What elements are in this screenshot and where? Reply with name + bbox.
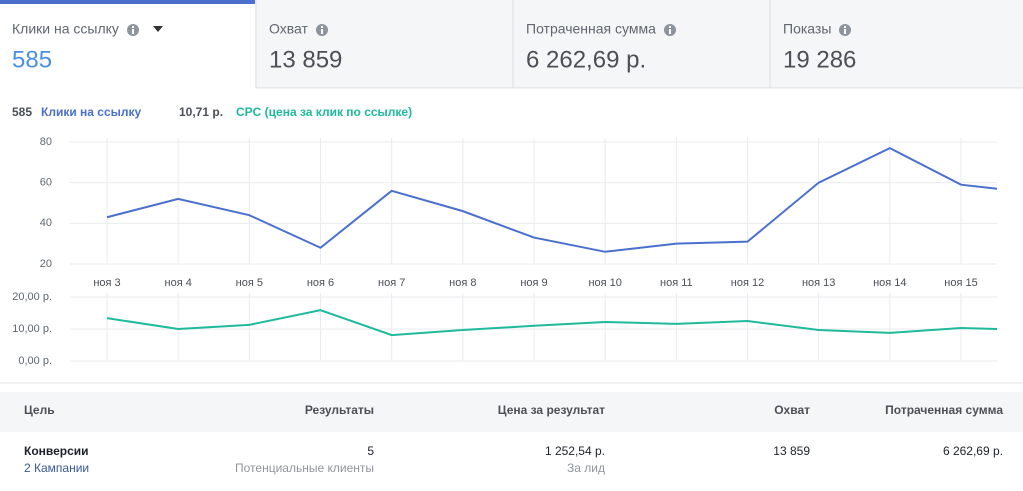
tab-active-bg xyxy=(0,0,255,88)
table-cell: 6 262,69 р. xyxy=(943,444,1003,458)
y-tick-label: 40 xyxy=(40,217,52,229)
tab-label[interactable]: Показы xyxy=(783,21,831,37)
x-tick-label: ноя 7 xyxy=(378,277,405,289)
y-tick-label: 0,00 р. xyxy=(18,355,52,367)
info-icon-bar xyxy=(669,29,671,34)
tab-label[interactable]: Охват xyxy=(269,21,308,37)
info-icon-dot xyxy=(132,26,134,28)
table-header-bg xyxy=(0,392,1023,432)
tab-label[interactable]: Потраченная сумма xyxy=(526,21,656,37)
info-icon-bar xyxy=(844,29,846,34)
table-header: Результаты xyxy=(305,403,374,417)
x-tick-label: ноя 8 xyxy=(449,277,476,289)
info-icon-bar xyxy=(321,29,323,34)
table-cell: 13 859 xyxy=(773,444,810,458)
y-tick-label: 20 xyxy=(40,258,52,270)
table-cell-sub[interactable]: 2 Кампании xyxy=(24,461,89,475)
x-tick-label: ноя 14 xyxy=(873,277,906,289)
tab-active-bar xyxy=(0,0,255,4)
info-icon-dot xyxy=(321,26,323,28)
info-icon-dot xyxy=(669,26,671,28)
tab-value[interactable]: 6 262,69 р. xyxy=(526,46,646,73)
table-cell-sub: За лид xyxy=(567,461,605,475)
table-cell: 1 252,54 р. xyxy=(545,444,605,458)
summary-value: 10,71 р. xyxy=(179,105,223,119)
x-tick-label: ноя 9 xyxy=(520,277,547,289)
tab-value[interactable]: 585 xyxy=(12,46,52,73)
tab-label[interactable]: Клики на ссылку xyxy=(12,21,119,37)
tab-value[interactable]: 19 286 xyxy=(783,46,856,73)
x-tick-label: ноя 5 xyxy=(236,277,263,289)
table-cell: Конверсии xyxy=(24,444,89,458)
line-series xyxy=(106,309,998,337)
dropdown-arrow[interactable] xyxy=(153,26,163,32)
table-cell-sub: Потенциальные клиенты xyxy=(235,461,374,475)
x-tick-label: ноя 11 xyxy=(660,277,693,289)
x-tick-label: ноя 4 xyxy=(165,277,192,289)
line-series xyxy=(106,146,998,253)
table-header: Цель xyxy=(24,403,55,417)
info-icon-bar xyxy=(132,29,134,34)
x-tick-label: ноя 6 xyxy=(307,277,334,289)
summary-label: Клики на ссылку xyxy=(41,105,142,119)
x-tick-label: ноя 3 xyxy=(93,277,120,289)
summary-label: CPC (цена за клик по ссылке) xyxy=(236,105,412,119)
x-tick-label: ноя 12 xyxy=(731,277,764,289)
summary-value: 585 xyxy=(12,105,32,119)
x-tick-label: ноя 13 xyxy=(802,277,835,289)
table-header: Цена за результат xyxy=(498,403,605,417)
info-icon-dot xyxy=(844,26,846,28)
tab-value[interactable]: 13 859 xyxy=(269,46,342,73)
y-tick-label: 20,00 р. xyxy=(12,291,52,303)
y-tick-label: 60 xyxy=(40,177,52,189)
table-cell: 5 xyxy=(367,444,374,458)
y-tick-label: 10,00 р. xyxy=(12,323,52,335)
y-tick-label: 80 xyxy=(40,136,52,148)
table-header: Потраченная сумма xyxy=(885,403,1003,417)
x-tick-label: ноя 15 xyxy=(944,277,977,289)
x-tick-label: ноя 10 xyxy=(588,277,621,289)
table-header: Охват xyxy=(774,403,810,417)
